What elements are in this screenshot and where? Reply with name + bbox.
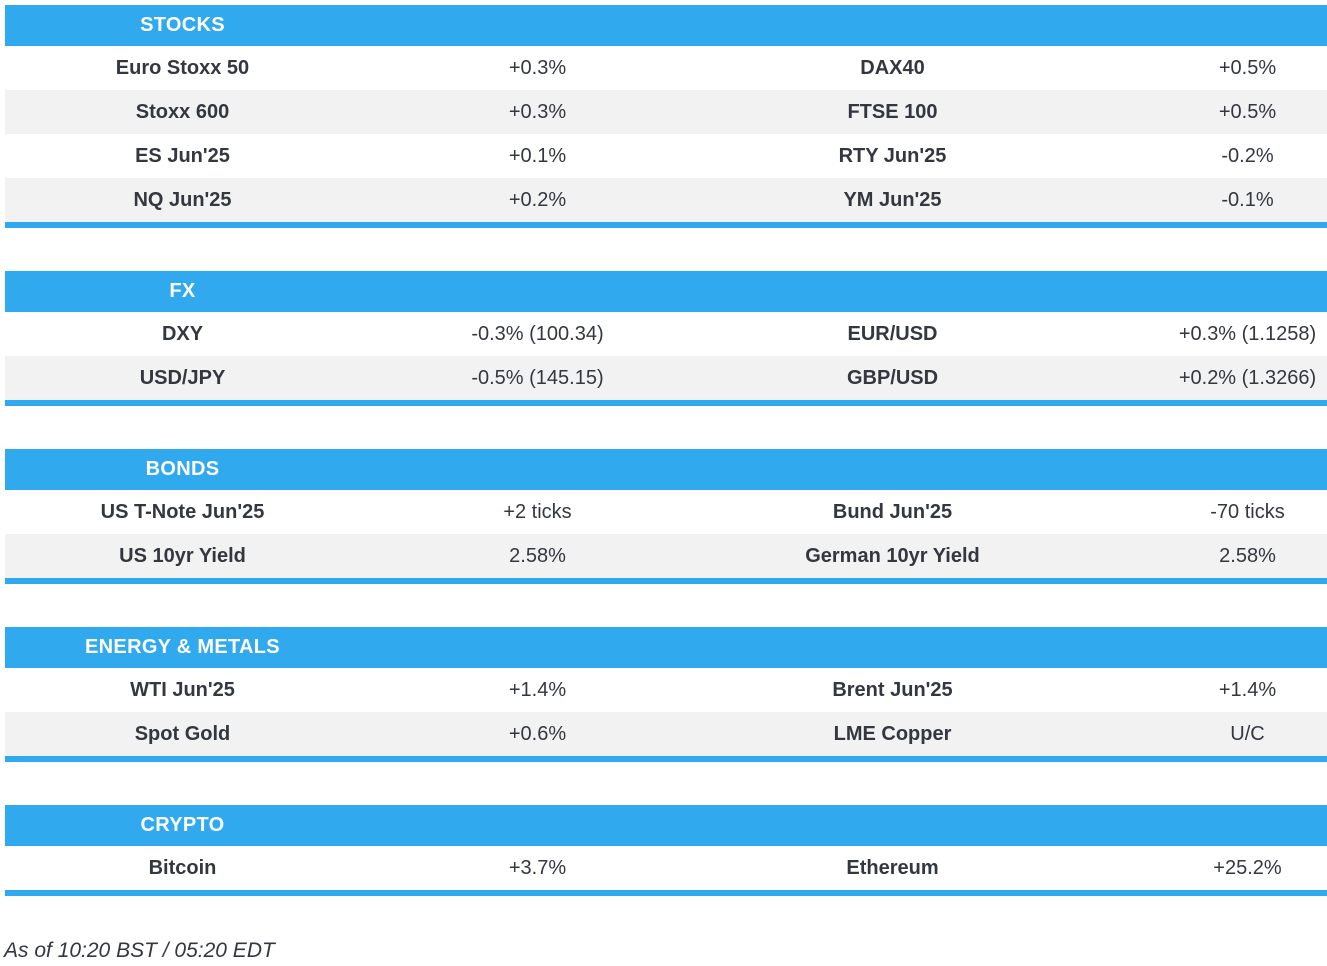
instrument-change: +0.3% (1.1258) [1178,322,1317,345]
instrument-name: Ethereum [846,856,939,879]
section-title: BONDS [145,458,220,480]
instrument-change: +0.6% [508,722,567,745]
instrument-change: +0.3% [508,56,567,79]
as-of-timestamp: As of 10:20 BST / 05:20 EDT [4,939,275,962]
instrument-change: -0.5% (145.15) [471,366,604,389]
section-header: STOCKS [5,5,1327,46]
market-section: STOCKS Euro Stoxx 50 +0.3% DAX40 +0.5% S… [5,5,1327,228]
instrument-change: U/C [1230,722,1265,745]
instrument-name: Spot Gold [134,722,231,745]
instrument-name: EUR/USD [847,322,938,345]
table-row: Spot Gold +0.6% LME Copper U/C [5,712,1327,756]
instrument-change: -70 ticks [1210,500,1285,523]
instrument-change: -0.2% [1221,144,1274,167]
instrument-change: -0.3% (100.34) [471,322,604,345]
instrument-name: RTY Jun'25 [838,144,947,167]
instrument-name: LME Copper [833,722,952,745]
section-header: BONDS [5,449,1327,490]
instrument-name: DAX40 [860,56,925,79]
instrument-change: +0.2% (1.3266) [1178,366,1317,389]
instrument-name: Stoxx 600 [135,100,230,123]
instrument-name: US 10yr Yield [119,544,246,567]
market-summary: STOCKS Euro Stoxx 50 +0.3% DAX40 +0.5% S… [5,5,1327,896]
section-title: FX [169,280,196,302]
section-underline [5,400,1327,406]
market-section: BONDS US T-Note Jun'25 +2 ticks Bund Jun… [5,449,1327,584]
instrument-name: FTSE 100 [847,100,938,123]
instrument-change: +3.7% [508,856,567,879]
table-row: Euro Stoxx 50 +0.3% DAX40 +0.5% [5,46,1327,90]
instrument-name: Euro Stoxx 50 [115,56,250,79]
table-row: DXY -0.3% (100.34) EUR/USD +0.3% (1.1258… [5,312,1327,356]
instrument-change: +25.2% [1213,856,1282,879]
instrument-change: +1.4% [508,678,567,701]
section-rows: DXY -0.3% (100.34) EUR/USD +0.3% (1.1258… [5,312,1327,400]
table-row: Stoxx 600 +0.3% FTSE 100 +0.5% [5,90,1327,134]
table-row: WTI Jun'25 +1.4% Brent Jun'25 +1.4% [5,668,1327,712]
section-header: CRYPTO [5,805,1327,846]
section-header: FX [5,271,1327,312]
section-underline [5,756,1327,762]
market-section: FX DXY -0.3% (100.34) EUR/USD +0.3% (1.1… [5,271,1327,406]
section-underline [5,222,1327,228]
instrument-change: +1.4% [1218,678,1277,701]
instrument-name: ES Jun'25 [135,144,230,167]
instrument-name: Bund Jun'25 [832,500,953,523]
instrument-name: US T-Note Jun'25 [100,500,265,523]
section-underline [5,578,1327,584]
table-row: Bitcoin +3.7% Ethereum +25.2% [5,846,1327,890]
instrument-name: DXY [161,322,204,345]
instrument-change: 2.58% [509,544,566,567]
instrument-name: Brent Jun'25 [832,678,953,701]
section-rows: WTI Jun'25 +1.4% Brent Jun'25 +1.4% Spot… [5,668,1327,756]
instrument-name: GBP/USD [846,366,939,389]
instrument-name: YM Jun'25 [843,188,942,211]
instrument-name: Bitcoin [148,856,217,879]
instrument-name: USD/JPY [139,366,226,389]
table-row: US T-Note Jun'25 +2 ticks Bund Jun'25 -7… [5,490,1327,534]
market-section: ENERGY & METALS WTI Jun'25 +1.4% Brent J… [5,627,1327,762]
section-rows: Euro Stoxx 50 +0.3% DAX40 +0.5% Stoxx 60… [5,46,1327,222]
table-row: USD/JPY -0.5% (145.15) GBP/USD +0.2% (1.… [5,356,1327,400]
instrument-name: German 10yr Yield [805,544,980,567]
instrument-change: -0.1% [1221,188,1274,211]
section-rows: Bitcoin +3.7% Ethereum +25.2% [5,846,1327,890]
instrument-change: 2.58% [1219,544,1276,567]
section-title: CRYPTO [140,814,225,836]
instrument-name: WTI Jun'25 [130,678,235,701]
table-row: NQ Jun'25 +0.2% YM Jun'25 -0.1% [5,178,1327,222]
section-title: STOCKS [140,14,225,36]
table-row: US 10yr Yield 2.58% German 10yr Yield 2.… [5,534,1327,578]
instrument-change: +0.5% [1218,100,1277,123]
section-title: ENERGY & METALS [85,636,280,658]
instrument-change: +2 ticks [503,500,572,523]
market-section: CRYPTO Bitcoin +3.7% Ethereum +25.2% [5,805,1327,896]
section-underline [5,890,1327,896]
instrument-change: +0.3% [508,100,567,123]
instrument-change: +0.1% [508,144,567,167]
section-header: ENERGY & METALS [5,627,1327,668]
table-row: ES Jun'25 +0.1% RTY Jun'25 -0.2% [5,134,1327,178]
section-rows: US T-Note Jun'25 +2 ticks Bund Jun'25 -7… [5,490,1327,578]
instrument-name: NQ Jun'25 [133,188,232,211]
instrument-change: +0.2% [508,188,567,211]
instrument-change: +0.5% [1218,56,1277,79]
